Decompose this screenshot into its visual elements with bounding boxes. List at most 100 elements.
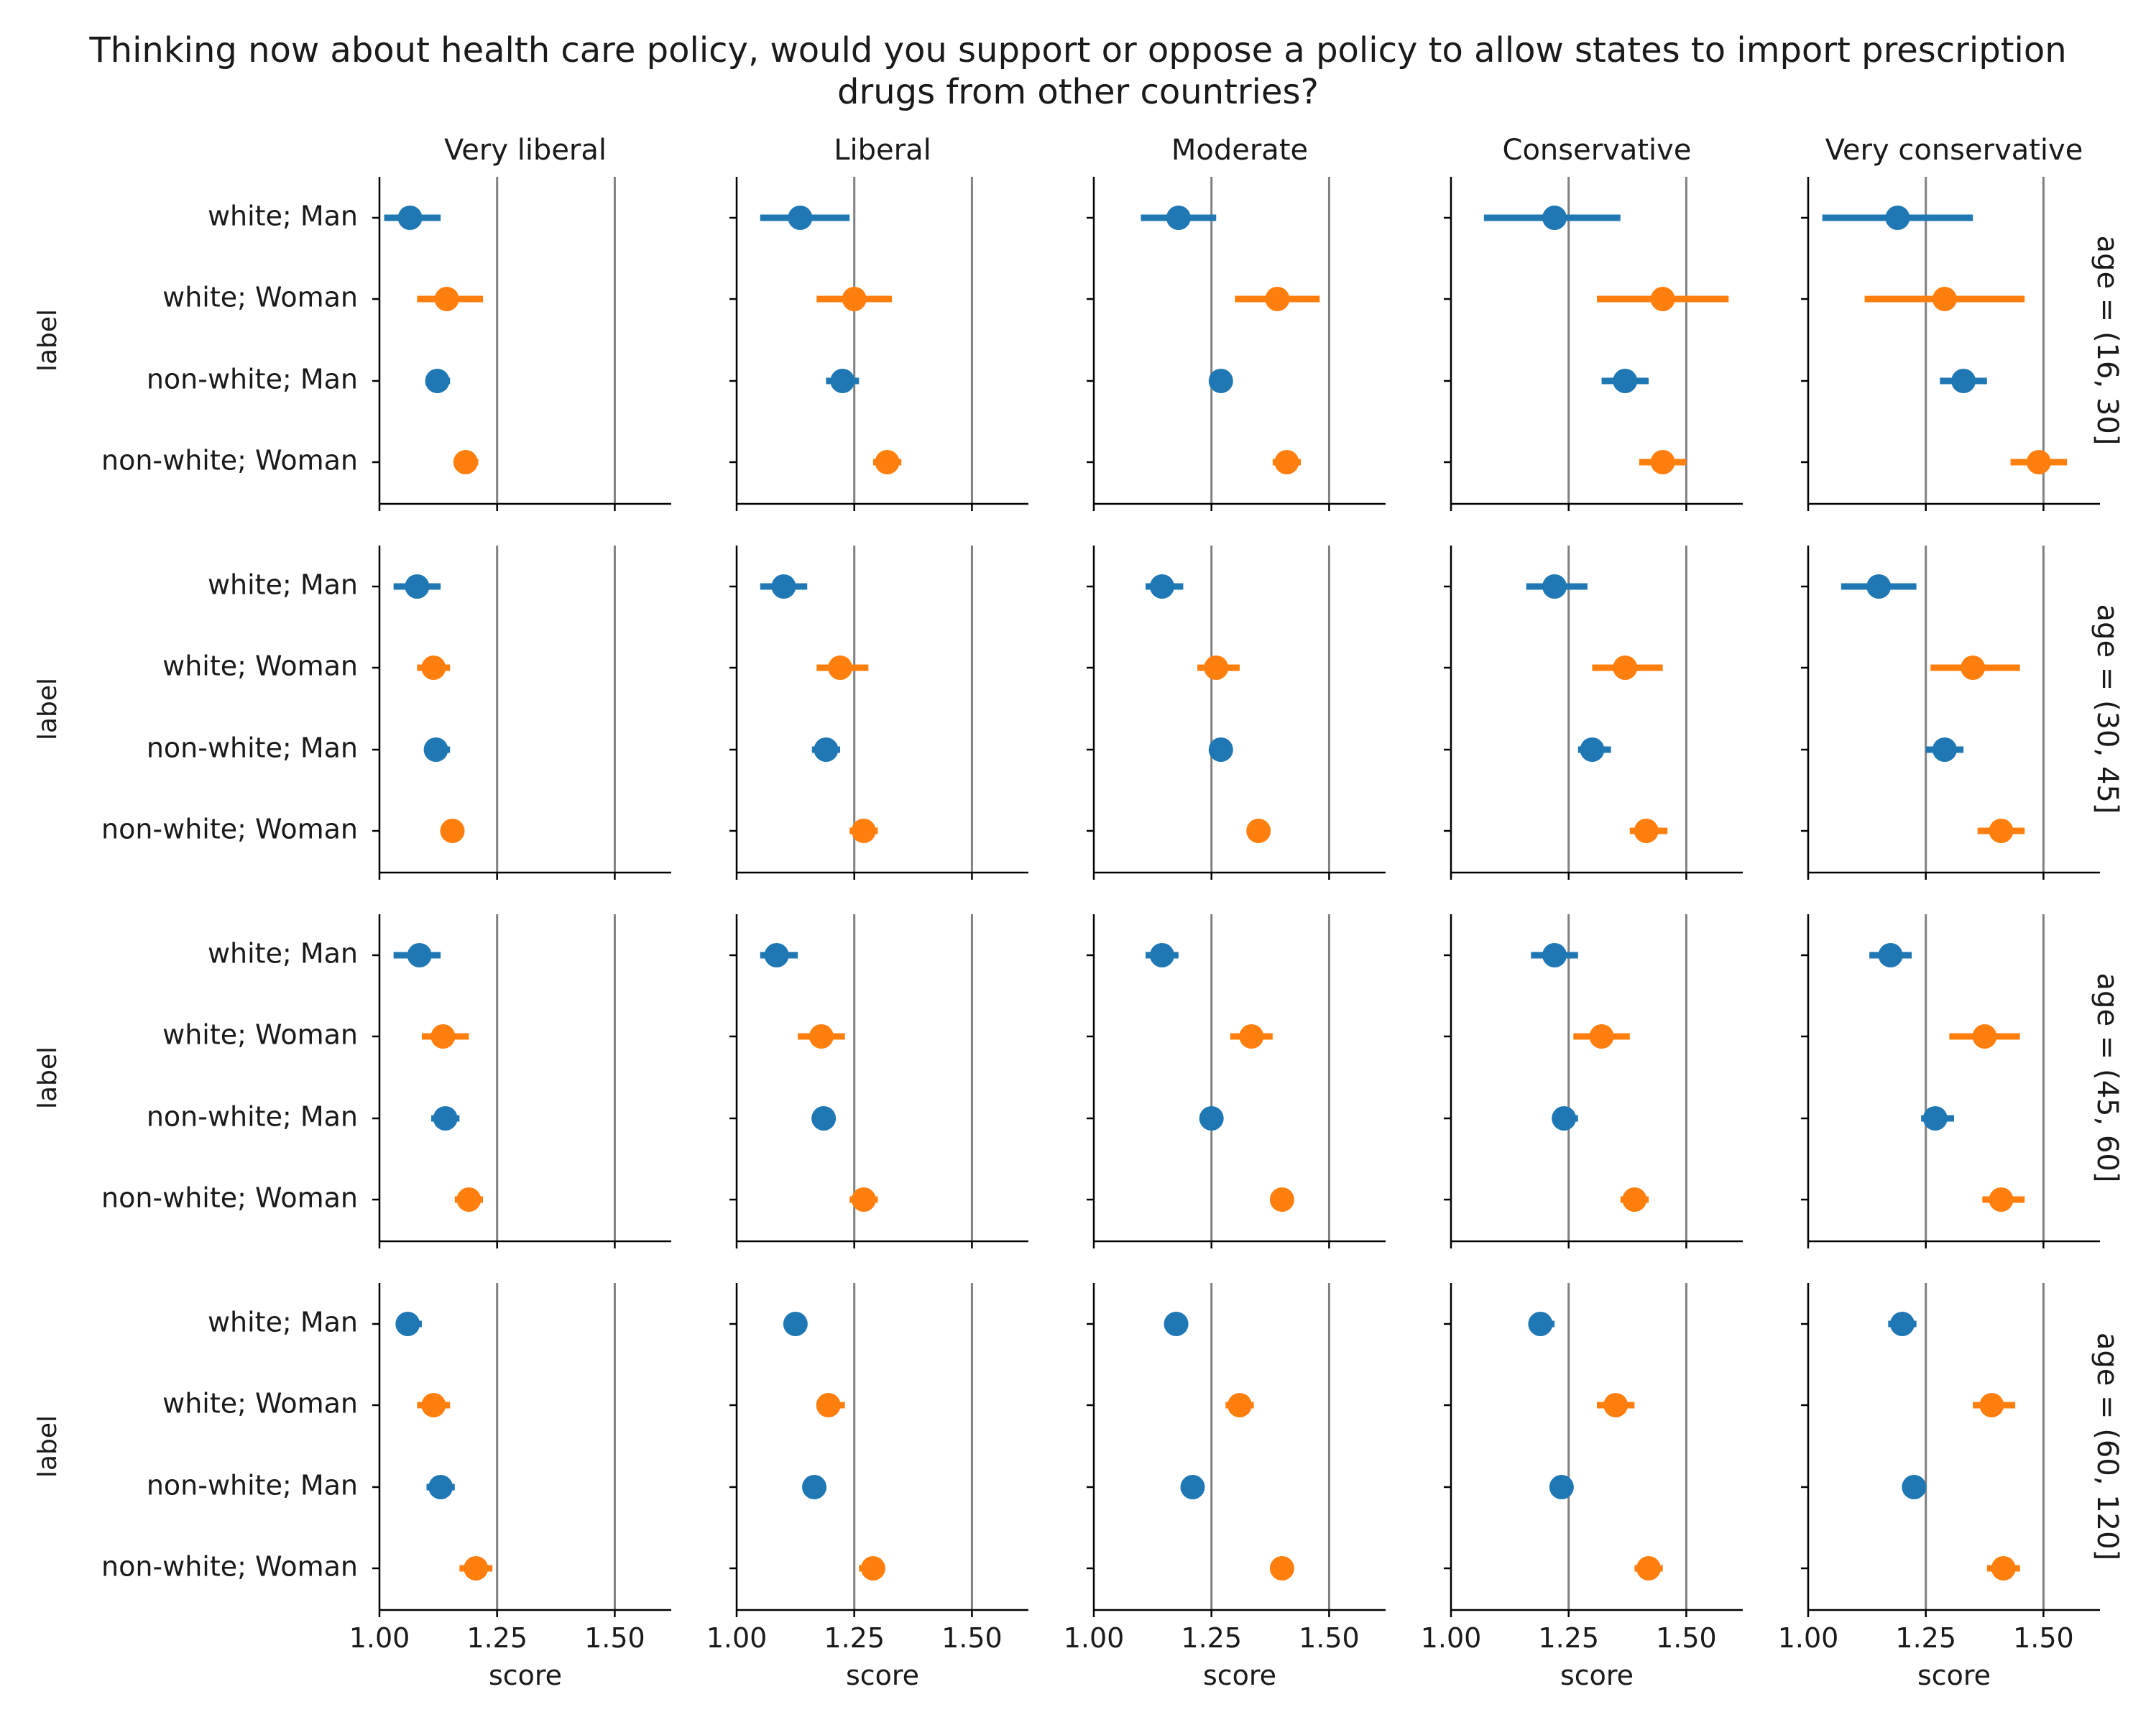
x-tick-label: 1.50 [941, 1622, 1003, 1654]
data-point [1991, 1556, 2016, 1581]
data-point [771, 574, 796, 599]
x-tick-label: 1.25 [466, 1622, 528, 1654]
data-point [1932, 737, 1957, 762]
x-tick-label: 1.00 [1064, 1622, 1125, 1654]
data-point [1149, 574, 1174, 599]
data-point [1878, 943, 1903, 967]
data-point [1989, 819, 2014, 843]
category-tick-label: non-white; Woman [101, 1551, 358, 1583]
data-point [1979, 1393, 2004, 1417]
data-point [875, 450, 900, 474]
data-point [1972, 1024, 1997, 1049]
data-point [842, 287, 867, 311]
column-title: Moderate [1171, 134, 1308, 167]
data-point [1199, 1106, 1224, 1131]
x-axis-label: score [846, 1660, 919, 1691]
row-title: age = (30, 45] [2091, 604, 2124, 814]
x-axis-label: score [1203, 1660, 1276, 1691]
data-point [783, 1312, 808, 1336]
data-point [1269, 1556, 1294, 1581]
data-point [1166, 206, 1191, 230]
facet-panel: 1.00 1.25 1.50 score [1064, 1283, 1386, 1691]
data-point [1885, 206, 1910, 230]
data-point [851, 819, 876, 843]
facet-grid: Very liberal Liberal Moderate Conservative V… [33, 134, 2124, 1691]
data-point [440, 819, 465, 843]
column-title: Liberal [834, 134, 931, 167]
data-point [764, 943, 789, 967]
facet-panel [1444, 914, 1743, 1248]
facet-panel [1801, 546, 2100, 880]
category-tick-label: non-white; Man [147, 364, 358, 395]
facet-panel [1087, 914, 1386, 1248]
data-point [1227, 1393, 1252, 1417]
data-point [425, 369, 450, 393]
chart-title-line-2: drugs from other countries? [837, 72, 1319, 112]
data-point [428, 1475, 453, 1499]
data-point [1866, 574, 1892, 599]
category-tick-label: white; Man [208, 569, 358, 601]
data-point [811, 1106, 837, 1131]
x-tick-label: 1.25 [1538, 1622, 1599, 1654]
data-point [816, 1393, 841, 1417]
data-point [1542, 206, 1567, 230]
x-tick-label: 1.50 [2013, 1622, 2074, 1654]
data-point [464, 1556, 489, 1581]
data-point [1636, 1556, 1662, 1581]
data-point [788, 206, 813, 230]
facet-panel [1087, 546, 1386, 880]
facet-panel: 1.00 1.25 1.50 score [706, 1283, 1028, 1691]
data-point [1549, 1475, 1574, 1499]
data-point [808, 1024, 834, 1049]
category-tick-label: non-white; Man [147, 1470, 358, 1501]
x-tick-label: 1.50 [584, 1622, 645, 1654]
data-point [1634, 819, 1659, 843]
row-title: age = (45, 60] [2091, 973, 2124, 1183]
data-point [1208, 737, 1233, 762]
x-tick-label: 1.25 [1895, 1622, 1956, 1654]
category-tick-label: non-white; Woman [101, 814, 358, 845]
row-title: age = (16, 30] [2091, 236, 2124, 446]
column-title: Conservative [1503, 134, 1692, 167]
data-point [1922, 1106, 1948, 1131]
y-axis-label: label [33, 1415, 63, 1478]
data-point [1989, 1187, 2014, 1212]
data-point [1932, 287, 1957, 311]
data-point [1580, 737, 1605, 762]
data-point [1274, 450, 1299, 474]
data-point [423, 737, 448, 762]
category-tick-label: non-white; Man [147, 1101, 358, 1133]
data-point [456, 1187, 482, 1212]
data-point [405, 574, 430, 599]
data-point [434, 287, 459, 311]
facet-panel [372, 546, 671, 880]
data-point [1650, 287, 1675, 311]
x-tick-label: 1.25 [824, 1622, 885, 1654]
data-point [421, 656, 446, 680]
row-title: age = (60, 120] [2091, 1333, 2124, 1560]
data-point [1528, 1312, 1553, 1336]
data-point [1961, 656, 1986, 680]
data-point [828, 656, 853, 680]
category-tick-label: white; Woman [162, 1019, 358, 1051]
data-point [407, 943, 432, 967]
column-title: Very liberal [444, 134, 607, 167]
data-point [2026, 450, 2051, 474]
x-axis-label: score [1560, 1660, 1634, 1691]
y-axis-label: label [33, 1046, 63, 1109]
data-point [430, 1024, 456, 1049]
data-point [1204, 656, 1229, 680]
x-tick-label: 1.00 [1421, 1622, 1482, 1654]
data-point [814, 737, 839, 762]
data-point [860, 1556, 885, 1581]
y-axis-label: label [33, 309, 63, 372]
facet-panel [1801, 914, 2100, 1248]
x-tick-label: 1.00 [349, 1622, 410, 1654]
x-tick-label: 1.50 [1656, 1622, 1717, 1654]
facet-panel: 1.00 1.25 1.50 score [1778, 1283, 2100, 1691]
category-tick-label: non-white; Man [147, 732, 358, 764]
data-point [1164, 1312, 1189, 1336]
data-point [453, 450, 478, 474]
data-point [1589, 1024, 1614, 1049]
